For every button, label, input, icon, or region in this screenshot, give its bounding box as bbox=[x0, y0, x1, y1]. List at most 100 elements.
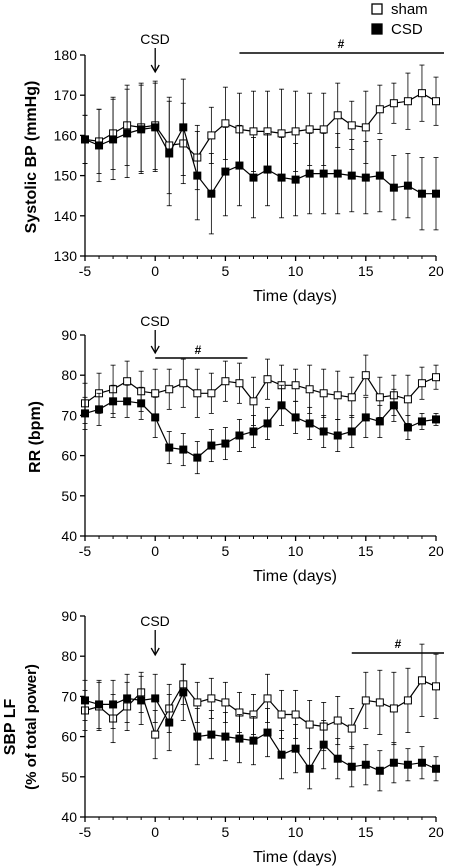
y-tick-label: 60 bbox=[61, 448, 77, 464]
data-point-csd bbox=[432, 415, 440, 424]
x-tick-label: 15 bbox=[358, 543, 374, 559]
data-point-csd bbox=[109, 135, 118, 144]
data-point-csd bbox=[207, 730, 216, 739]
data-point-sham bbox=[207, 389, 216, 398]
data-point-sham bbox=[151, 730, 160, 739]
data-point-sham bbox=[123, 377, 132, 386]
data-point-csd bbox=[277, 173, 286, 182]
x-tick-label: 20 bbox=[428, 263, 444, 279]
data-point-csd bbox=[375, 171, 384, 180]
data-point-sham bbox=[403, 97, 412, 106]
data-point-sham bbox=[305, 720, 314, 729]
data-point-sham bbox=[375, 105, 384, 114]
data-point-sham bbox=[263, 694, 272, 703]
data-point-csd bbox=[361, 413, 370, 422]
data-point-sham bbox=[417, 89, 426, 98]
data-point-sham bbox=[291, 710, 300, 719]
data-point-csd bbox=[263, 419, 272, 428]
x-tick-label: 0 bbox=[151, 263, 159, 279]
data-point-sham bbox=[179, 379, 188, 388]
data-point-csd bbox=[151, 413, 160, 422]
annotation-arrowhead bbox=[150, 647, 160, 657]
data-point-csd bbox=[193, 732, 202, 741]
x-tick-label: 5 bbox=[222, 263, 230, 279]
data-point-csd bbox=[123, 397, 132, 406]
data-point-csd bbox=[403, 181, 412, 190]
data-point-csd bbox=[403, 760, 412, 769]
data-point-sham bbox=[249, 127, 258, 136]
data-point-csd bbox=[319, 740, 328, 749]
y-axis-label: RR (bpm) bbox=[27, 401, 44, 473]
x-tick-label: 10 bbox=[288, 543, 304, 559]
series-line bbox=[84, 125, 436, 195]
chart-series bbox=[81, 64, 440, 235]
annotation-significance: # bbox=[195, 343, 202, 357]
data-point-csd bbox=[235, 431, 244, 440]
x-tick-label: 10 bbox=[288, 263, 304, 279]
data-point-sham bbox=[403, 395, 412, 404]
data-point-csd bbox=[235, 161, 244, 170]
data-point-sham bbox=[432, 682, 440, 691]
data-point-csd bbox=[151, 694, 160, 703]
data-point-csd bbox=[403, 423, 412, 432]
data-point-csd bbox=[123, 129, 132, 138]
data-point-sham bbox=[403, 696, 412, 705]
chart-series bbox=[81, 354, 440, 475]
data-point-sham bbox=[193, 389, 202, 398]
data-point-csd bbox=[389, 758, 398, 767]
data-point-csd bbox=[333, 431, 342, 440]
data-point-csd bbox=[305, 419, 314, 428]
panel-respiratory-rate: 40 50 60 70 80 90 -5 0 5 10 15 20 RR (bpm) Time (da… bbox=[27, 313, 444, 585]
data-point-csd bbox=[389, 401, 398, 410]
data-point-sham bbox=[249, 397, 258, 406]
data-point-sham bbox=[319, 389, 328, 398]
data-point-sham bbox=[375, 698, 384, 707]
y-tick-label: 40 bbox=[61, 809, 77, 825]
data-point-csd bbox=[319, 427, 328, 436]
data-point-sham bbox=[432, 97, 440, 106]
y-tick-label: 50 bbox=[61, 769, 77, 785]
x-tick-label: 5 bbox=[222, 824, 230, 840]
data-point-csd bbox=[151, 123, 160, 132]
data-point-sham bbox=[291, 381, 300, 390]
data-point-sham bbox=[417, 676, 426, 685]
annotation-significance: # bbox=[395, 637, 402, 651]
y-tick-label: 180 bbox=[54, 47, 78, 63]
axes: 40 50 60 70 80 90 -5 0 5 10 15 20 bbox=[61, 327, 444, 559]
chart-series bbox=[81, 643, 440, 792]
data-point-csd bbox=[305, 764, 314, 773]
x-tick-label: 15 bbox=[358, 263, 374, 279]
y-tick-label: 70 bbox=[61, 407, 77, 423]
data-point-csd bbox=[193, 453, 202, 462]
data-point-sham bbox=[193, 698, 202, 707]
data-point-csd bbox=[291, 175, 300, 184]
x-tick-label: 15 bbox=[358, 824, 374, 840]
x-tick-label: 20 bbox=[428, 824, 444, 840]
data-point-csd bbox=[95, 405, 104, 414]
data-point-csd bbox=[249, 173, 258, 182]
annotation-csd: CSD bbox=[140, 313, 170, 329]
data-point-sham bbox=[333, 391, 342, 400]
data-point-csd bbox=[291, 744, 300, 753]
y-tick-label: 70 bbox=[61, 688, 77, 704]
y-tick-label: 160 bbox=[54, 127, 78, 143]
y-tick-label: 140 bbox=[54, 208, 78, 224]
data-point-csd bbox=[165, 149, 174, 158]
data-point-sham bbox=[333, 716, 342, 725]
y-axis-label: SBP LF bbox=[2, 698, 19, 755]
data-point-csd bbox=[179, 123, 188, 132]
legend-label-sham: sham bbox=[391, 1, 428, 18]
data-point-sham bbox=[432, 373, 440, 382]
data-point-csd bbox=[221, 732, 230, 741]
data-point-sham bbox=[277, 129, 286, 138]
panel-systolic-bp: 130 140 150 160 170 180 -5 0 5 10 15 20 Systolic BP… bbox=[23, 31, 444, 305]
data-point-sham bbox=[347, 121, 356, 130]
data-point-sham bbox=[361, 696, 370, 705]
data-point-sham bbox=[221, 698, 230, 707]
y-tick-label: 90 bbox=[61, 327, 77, 343]
data-point-csd bbox=[333, 754, 342, 763]
data-point-sham bbox=[291, 127, 300, 136]
data-point-csd bbox=[417, 189, 426, 198]
y-tick-label: 80 bbox=[61, 367, 77, 383]
data-point-csd bbox=[291, 413, 300, 422]
